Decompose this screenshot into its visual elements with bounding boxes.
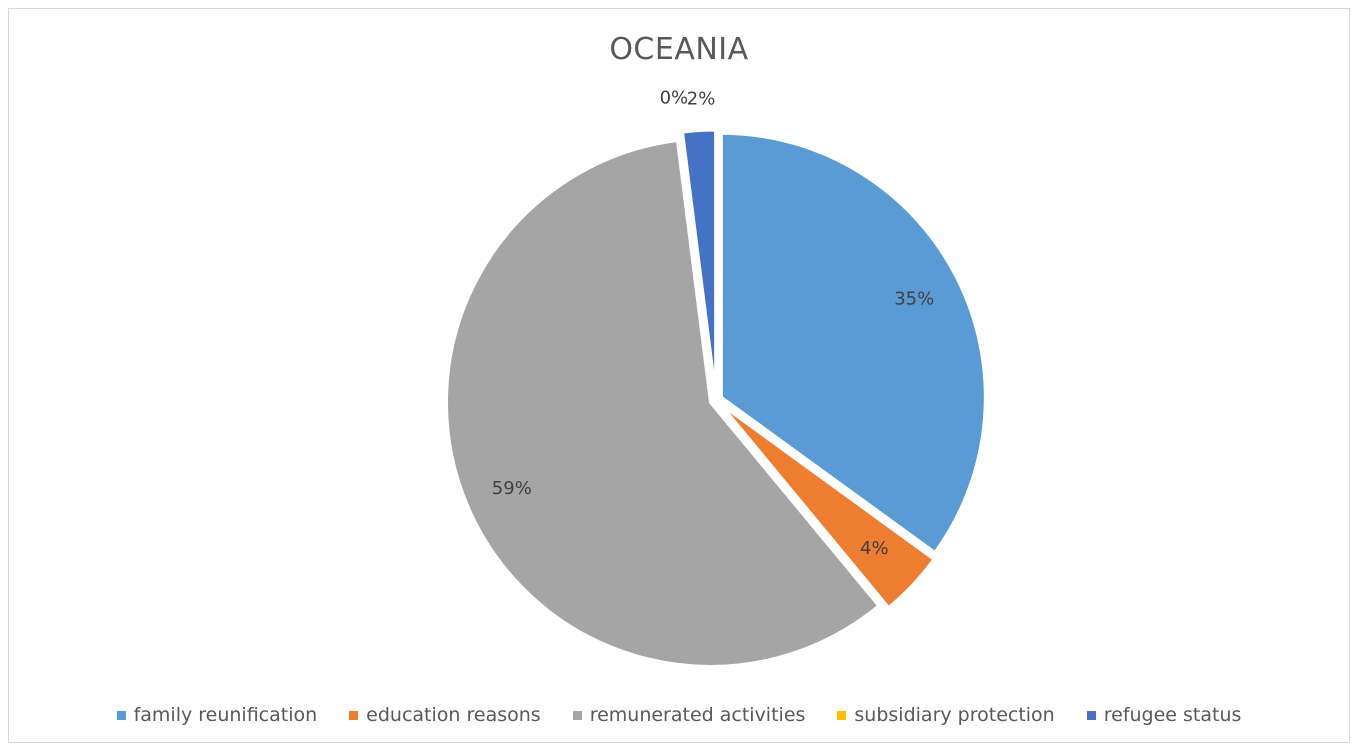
data-label-remunerated-activities: 59%	[492, 478, 532, 499]
legend-swatch-remunerated-activities	[572, 710, 582, 720]
data-label-family-reunification: 35%	[894, 288, 934, 309]
legend-label-refugee-status: refugee status	[1103, 704, 1242, 726]
legend-swatch-family-reunification	[116, 710, 126, 720]
legend-item-subsidiary-protection: subsidiary protection	[837, 704, 1055, 726]
legend-swatch-refugee-status	[1086, 710, 1096, 720]
pie-slice-refugee-status	[680, 128, 718, 395]
legend-label-education-reasons: education reasons	[366, 704, 541, 726]
data-label-subsidiary-protection: 0%	[660, 88, 689, 109]
legend-item-remunerated-activities: remunerated activities	[572, 704, 806, 726]
data-label-education-reasons: 4%	[860, 538, 889, 559]
pie-slice-education-reasons	[719, 402, 937, 610]
legend-item-family-reunification: family reunification	[116, 704, 318, 726]
legend-label-remunerated-activities: remunerated activities	[589, 704, 806, 726]
pie-slice-remunerated-activities	[445, 138, 881, 668]
chart-title: OCEANIA	[609, 32, 749, 67]
legend: family reunification education reasons rem…	[0, 704, 1358, 726]
legend-swatch-education-reasons	[349, 710, 359, 720]
legend-swatch-subsidiary-protection	[837, 710, 847, 720]
pie-slice-family-reunification	[719, 131, 987, 555]
pie-chart: 35% 4% 59% 0%2%	[445, 88, 987, 668]
legend-label-subsidiary-protection: subsidiary protection	[854, 704, 1055, 726]
legend-item-education-reasons: education reasons	[349, 704, 541, 726]
data-label-refugee-status: 2%	[687, 88, 716, 109]
legend-item-refugee-status: refugee status	[1086, 704, 1242, 726]
legend-label-family-reunification: family reunification	[133, 704, 318, 726]
